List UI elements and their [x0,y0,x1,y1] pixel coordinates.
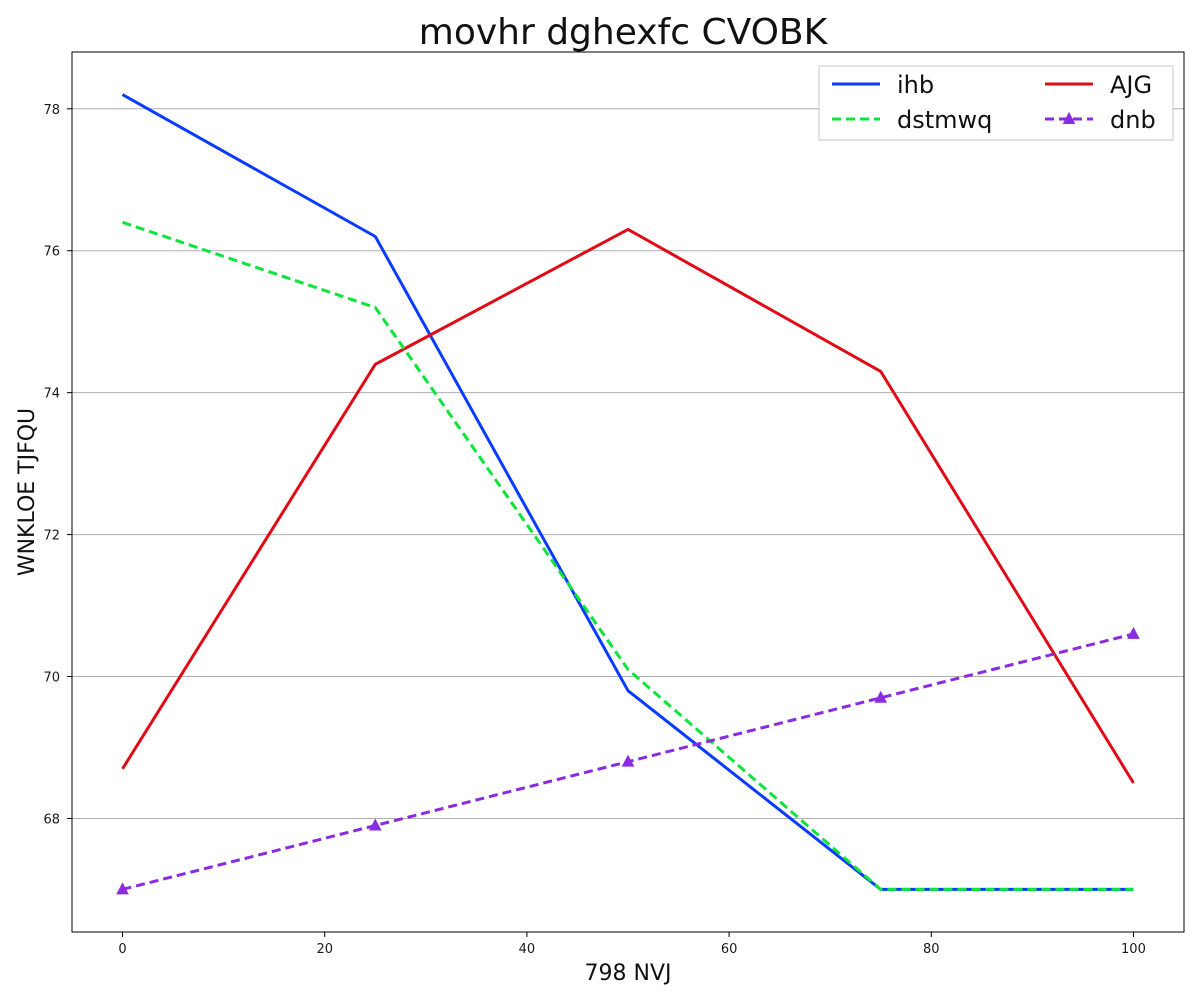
data-point-dnb [874,690,888,703]
x-tick-label: 40 [519,942,536,957]
legend-marker-dnb [1062,111,1076,124]
x-tick-label: 100 [1121,942,1146,957]
y-tick-label: 74 [43,387,60,402]
x-axis-ticks: 0 20 40 60 80 100 [118,932,1146,957]
y-tick-label: 78 [43,103,60,118]
x-tick-label: 0 [118,942,126,957]
legend-label-AJG: AJG [1110,71,1152,99]
y-tick-label: 76 [43,245,60,260]
y-tick-label: 70 [43,671,60,686]
legend-box [818,65,1174,141]
series-layer [116,93,1140,895]
legend: ihb AJG dstmwq dnb [818,65,1174,141]
series-line-ihb [121,93,1134,891]
grid-layer [72,108,1184,819]
x-tick-label: 60 [721,942,738,957]
y-axis-title: WNKLOE TJFQU [15,408,40,576]
legend-label-dnb: dnb [1110,106,1156,134]
x-tick-label: 80 [923,942,940,957]
x-axis-title: 798 NVJ [585,961,672,986]
y-tick-label: 68 [43,812,60,827]
legend-label-dstmwq: dstmwq [897,106,992,134]
data-point-dnb [368,818,382,831]
series-line-AJG [121,227,1135,784]
plot-area [71,51,1185,933]
series-line-dstmwq [122,220,1134,891]
x-tick-label: 20 [316,942,333,957]
data-point-dnb [116,882,129,895]
y-tick-label: 72 [43,529,60,544]
data-point-dnb [1127,626,1140,639]
data-point-dnb [621,754,635,767]
y-axis-ticks: 68 70 72 74 76 78 [43,103,72,827]
chart-title: movhr dghexfc CVOBK [419,12,829,53]
legend-label-ihb: ihb [897,71,934,99]
